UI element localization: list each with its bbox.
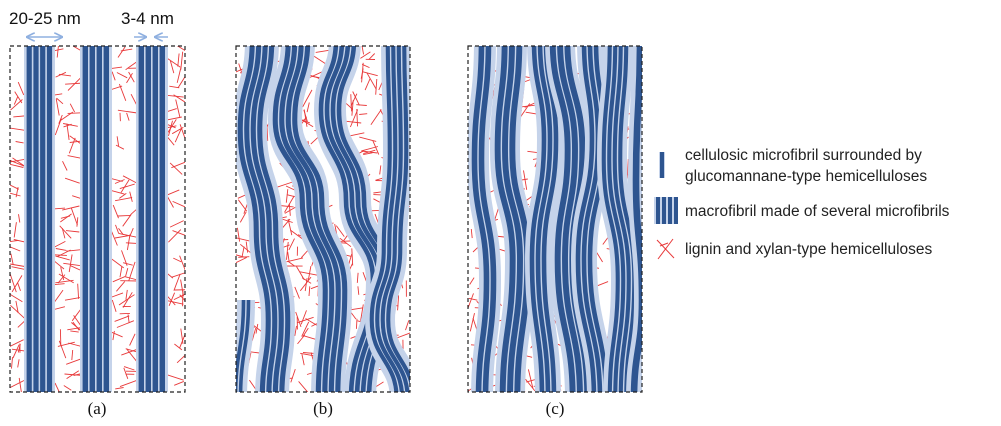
microfibril-width-label: 3-4 nm <box>121 9 174 28</box>
macrofibril-bundle <box>80 46 112 392</box>
panel-b-frame <box>235 45 411 393</box>
legend-microfibril-line2: glucomannane-type hemicelluloses <box>685 168 927 185</box>
panel-a-caption: (a) <box>88 399 107 418</box>
macrofibril-bundle <box>24 46 55 392</box>
wavy-macrofibril-bundle <box>524 46 564 392</box>
wavy-macrofibril-bundle <box>236 299 255 392</box>
legend-microfibril-line1: cellulosic microfibril surrounded by <box>685 147 922 164</box>
panel-a-structure <box>10 46 185 392</box>
panel-b-caption: (b) <box>313 399 333 418</box>
lignin-network <box>161 46 185 386</box>
wavy-macrofibril-bundle <box>364 46 410 392</box>
panel-c-frame <box>467 45 643 393</box>
macrofibril-icon <box>654 197 678 224</box>
wavy-macrofibril-bundle <box>236 46 296 392</box>
legend: cellulosic microfibril surrounded by glu… <box>654 147 950 260</box>
wavy-macrofibril-bundle <box>626 46 642 392</box>
wavy-macrofibril-bundle <box>468 46 502 392</box>
panel-a-frame <box>9 45 186 393</box>
panel-b-structure <box>236 46 410 392</box>
single-fibril-icon <box>659 152 665 178</box>
panel-c-structure <box>468 46 642 392</box>
panel-c-caption: (c) <box>546 399 565 418</box>
lignin-cross-icon <box>656 238 675 260</box>
lignin-network <box>107 46 144 390</box>
legend-lignin-text: lignin and xylan-type hemicelluloses <box>685 241 933 258</box>
wavy-macrofibril-bundle <box>570 46 613 392</box>
wavy-macrofibril-bundle <box>267 46 353 392</box>
legend-macrofibril-text: macrofibril made of several microfibrils <box>685 203 950 220</box>
wavy-macrofibril-bundle <box>596 46 642 392</box>
lignin-network <box>47 46 88 392</box>
macrofibril-width-label: 20-25 nm <box>9 9 81 28</box>
wavy-macrofibril-bundle <box>489 46 536 392</box>
macrofibril-bundle <box>136 46 168 392</box>
